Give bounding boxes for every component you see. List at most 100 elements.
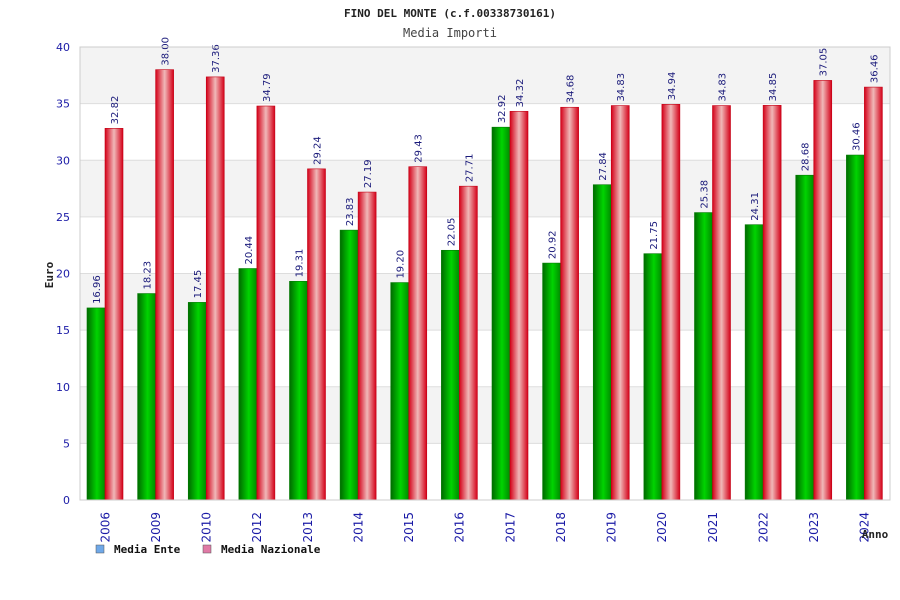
bar-media-ente <box>592 184 612 501</box>
bar-media-nazionale <box>357 191 377 501</box>
x-tick-label: 2014 <box>351 512 365 543</box>
y-tick-label: 10 <box>56 381 70 394</box>
bar-media-ente <box>238 268 258 501</box>
data-label: 24.31 <box>750 192 761 221</box>
x-tick-label: 2012 <box>250 512 264 543</box>
bar-media-nazionale <box>155 69 174 501</box>
x-tick-label: 2009 <box>149 512 163 543</box>
x-tick-label: 2015 <box>402 512 416 543</box>
bar-media-nazionale <box>256 105 276 501</box>
x-tick-label: 2021 <box>706 512 720 543</box>
bar-media-ente <box>339 229 359 501</box>
y-tick-label: 40 <box>56 41 70 54</box>
y-tick-label: 25 <box>56 211 70 224</box>
bar-media-nazionale <box>408 166 428 501</box>
data-label: 34.32 <box>515 79 526 108</box>
data-label: 17.45 <box>193 270 204 299</box>
chart-title: FINO DEL MONTE (c.f.00338730161) <box>344 7 556 20</box>
data-label: 16.96 <box>92 275 103 304</box>
bar-media-nazionale <box>307 168 326 501</box>
data-label: 23.83 <box>345 197 356 226</box>
x-tick-label: 2018 <box>554 512 568 543</box>
data-label: 29.24 <box>313 136 324 165</box>
x-tick-label: 2013 <box>301 512 315 543</box>
bar-media-nazionale <box>813 80 833 501</box>
x-tick-label: 2017 <box>503 512 517 543</box>
data-label: 22.05 <box>446 218 457 247</box>
data-label: 32.82 <box>110 96 121 125</box>
data-label: 34.83 <box>718 73 729 102</box>
y-tick-label: 5 <box>63 437 70 450</box>
data-label: 20.44 <box>244 236 255 265</box>
bar-media-nazionale <box>104 128 124 501</box>
legend-swatch-media-nazionale <box>202 544 212 554</box>
data-label: 18.23 <box>143 261 154 290</box>
y-tick-label: 15 <box>56 324 70 337</box>
data-label: 32.92 <box>497 95 508 124</box>
bar-media-ente <box>137 293 156 501</box>
bar-media-ente <box>187 302 207 501</box>
legend: Media Ente Media Nazionale <box>95 543 321 556</box>
bar-media-ente <box>694 212 713 501</box>
x-tick-label: 2006 <box>98 512 112 543</box>
data-label: 25.38 <box>700 180 711 209</box>
x-tick-label: 2016 <box>453 512 467 543</box>
y-axis-label: Euro <box>43 261 56 288</box>
bar-media-ente <box>542 262 561 501</box>
data-label: 36.46 <box>869 54 880 83</box>
bar-media-ente <box>491 126 511 501</box>
x-tick-label: 2023 <box>807 512 821 543</box>
data-label: 28.68 <box>801 143 812 172</box>
bar-media-ente <box>441 249 460 501</box>
x-tick-label: 2024 <box>858 512 872 543</box>
data-label: 34.83 <box>616 73 627 102</box>
bar-media-ente <box>643 253 663 501</box>
bar-media-nazionale <box>509 111 529 501</box>
data-label: 29.43 <box>414 134 425 163</box>
legend-swatch-media-ente <box>95 544 105 554</box>
bar-media-nazionale <box>762 105 782 501</box>
y-tick-label: 20 <box>56 268 70 281</box>
plot-border <box>79 46 891 501</box>
bar-media-ente <box>390 282 410 501</box>
y-tick-label: 0 <box>63 494 70 507</box>
data-label: 19.31 <box>295 249 306 278</box>
bars: 16.96 32.82 18.23 38.00 17.45 37.36 20.44 34.79… <box>86 37 883 501</box>
chart-subtitle: Media Importi <box>403 26 497 40</box>
bar-media-nazionale <box>560 106 579 501</box>
bar-media-nazionale <box>610 105 630 501</box>
bar-media-nazionale <box>864 86 883 501</box>
legend-label-media-nazionale: Media Nazionale <box>221 543 321 556</box>
x-tick-label: 2010 <box>200 512 214 543</box>
data-label: 20.92 <box>548 230 559 259</box>
data-label: 21.75 <box>649 221 660 250</box>
bar-media-nazionale <box>205 76 225 501</box>
legend-label-media-ente: Media Ente <box>114 543 181 556</box>
data-label: 27.84 <box>598 152 609 181</box>
data-label: 34.68 <box>566 75 577 104</box>
bar-media-ente <box>795 174 815 501</box>
axes: 0 5 10 15 20 25 30 35 40 2006 2009 2010 2012 2013 2014… <box>56 41 891 543</box>
bar-media-ente <box>86 307 106 501</box>
bar-media-nazionale <box>459 185 478 501</box>
data-label: 38.00 <box>161 37 172 66</box>
data-label: 27.19 <box>363 159 374 188</box>
x-axis-label: Anno <box>862 528 889 541</box>
data-label: 34.85 <box>768 73 779 102</box>
data-label: 37.36 <box>211 44 222 73</box>
x-tick-label: 2022 <box>756 512 770 543</box>
bar-media-nazionale <box>661 104 681 501</box>
y-tick-label: 35 <box>56 98 70 111</box>
data-label: 34.79 <box>262 73 273 102</box>
bar-media-nazionale <box>712 105 731 501</box>
x-tick-label: 2020 <box>655 512 669 543</box>
y-tick-label: 30 <box>56 154 70 167</box>
data-label: 27.71 <box>464 154 475 183</box>
bar-media-ente <box>846 154 865 501</box>
x-tick-label: 2019 <box>605 512 619 543</box>
bar-media-ente <box>289 281 308 501</box>
data-label: 34.94 <box>667 72 678 101</box>
data-label: 30.46 <box>851 122 862 151</box>
data-label: 19.20 <box>396 250 407 279</box>
